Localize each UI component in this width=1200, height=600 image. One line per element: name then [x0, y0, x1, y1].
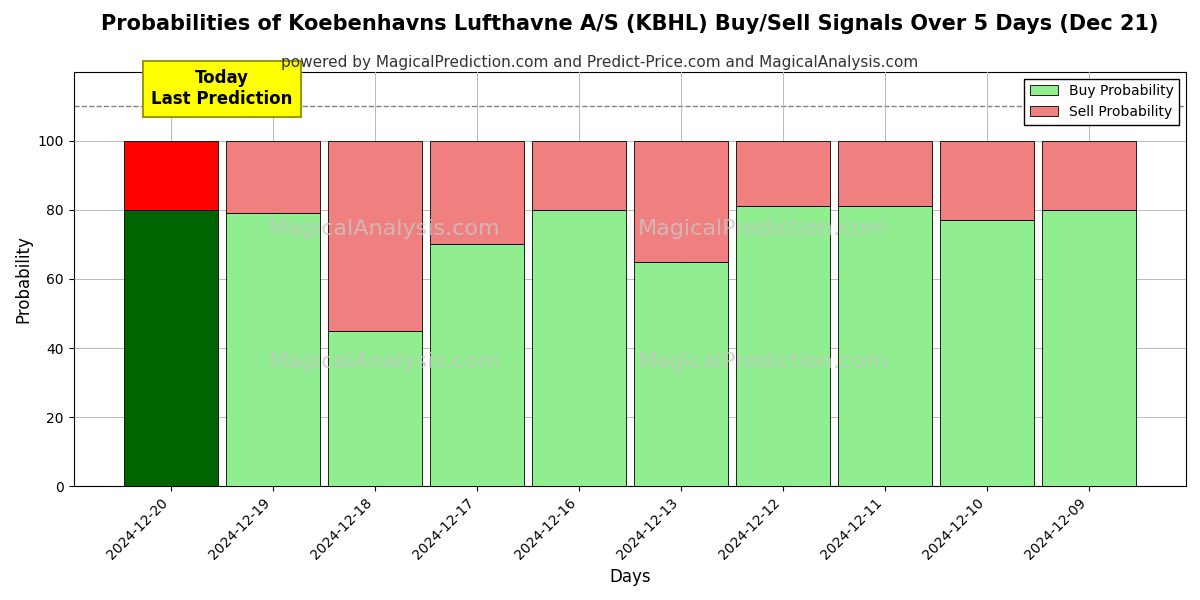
Text: MagicalPrediction.com: MagicalPrediction.com	[638, 352, 888, 372]
Bar	[430, 140, 523, 244]
Text: MagicalAnalysis.com: MagicalAnalysis.com	[269, 352, 500, 372]
Bar	[838, 206, 931, 486]
Bar	[124, 210, 218, 486]
X-axis label: Days: Days	[610, 568, 650, 586]
Bar	[328, 331, 422, 486]
Bar	[838, 140, 931, 206]
Y-axis label: Probability: Probability	[14, 235, 32, 323]
Bar	[328, 140, 422, 331]
Bar	[532, 140, 625, 210]
Bar	[226, 140, 320, 213]
Text: powered by MagicalPrediction.com and Predict-Price.com and MagicalAnalysis.com: powered by MagicalPrediction.com and Pre…	[281, 55, 919, 70]
Bar	[634, 140, 727, 262]
Bar	[940, 140, 1033, 220]
Bar	[1042, 140, 1135, 210]
Bar	[940, 220, 1033, 486]
Bar	[532, 210, 625, 486]
Bar	[634, 262, 727, 486]
Text: Today
Last Prediction: Today Last Prediction	[151, 70, 293, 108]
Bar	[226, 213, 320, 486]
Title: Probabilities of Koebenhavns Lufthavne A/S (KBHL) Buy/Sell Signals Over 5 Days (: Probabilities of Koebenhavns Lufthavne A…	[101, 14, 1158, 34]
Bar	[736, 140, 829, 206]
Bar	[736, 206, 829, 486]
Bar	[430, 244, 523, 486]
Bar	[1042, 210, 1135, 486]
Text: MagicalPrediction.com: MagicalPrediction.com	[638, 219, 888, 239]
Text: MagicalAnalysis.com: MagicalAnalysis.com	[269, 219, 500, 239]
Legend: Buy Probability, Sell Probability: Buy Probability, Sell Probability	[1025, 79, 1180, 125]
Bar	[124, 140, 218, 210]
